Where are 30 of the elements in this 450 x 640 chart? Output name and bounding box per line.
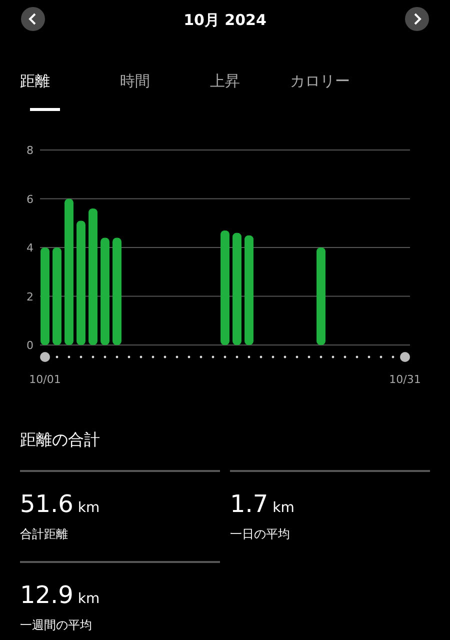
bar — [64, 198, 74, 345]
bar — [316, 248, 326, 345]
bar — [232, 232, 242, 345]
text: 一日の平均 — [230, 527, 290, 541]
text: カロリー — [290, 72, 350, 90]
bar — [40, 248, 50, 345]
text: 1.7 km — [230, 490, 294, 518]
y-tick-label: 6 — [26, 192, 34, 206]
bar — [100, 238, 110, 345]
bar — [52, 248, 62, 345]
bar — [112, 238, 122, 345]
text: 51.6 km — [20, 490, 100, 518]
bar — [76, 220, 86, 345]
x-tick-label: 10/01 — [29, 373, 61, 386]
y-tick-label: 0 — [26, 339, 34, 352]
bar — [244, 235, 254, 345]
bar — [220, 230, 230, 345]
text: 一週間の平均 — [20, 618, 92, 632]
text: 距離 — [20, 72, 50, 90]
y-tick-label: 2 — [26, 290, 34, 304]
chart-title: 10月 2024 — [184, 11, 266, 29]
text: 距離の合計 — [20, 430, 100, 449]
text: 上昇 — [210, 72, 240, 90]
text: 時間 — [120, 72, 150, 90]
y-tick-label: 8 — [26, 144, 34, 157]
x-tick-label: 10/31 — [389, 373, 421, 386]
y-tick-label: 4 — [26, 242, 34, 254]
text: 12.9 km — [20, 581, 100, 609]
text: 合計距離 — [20, 527, 68, 541]
bar — [88, 208, 98, 345]
